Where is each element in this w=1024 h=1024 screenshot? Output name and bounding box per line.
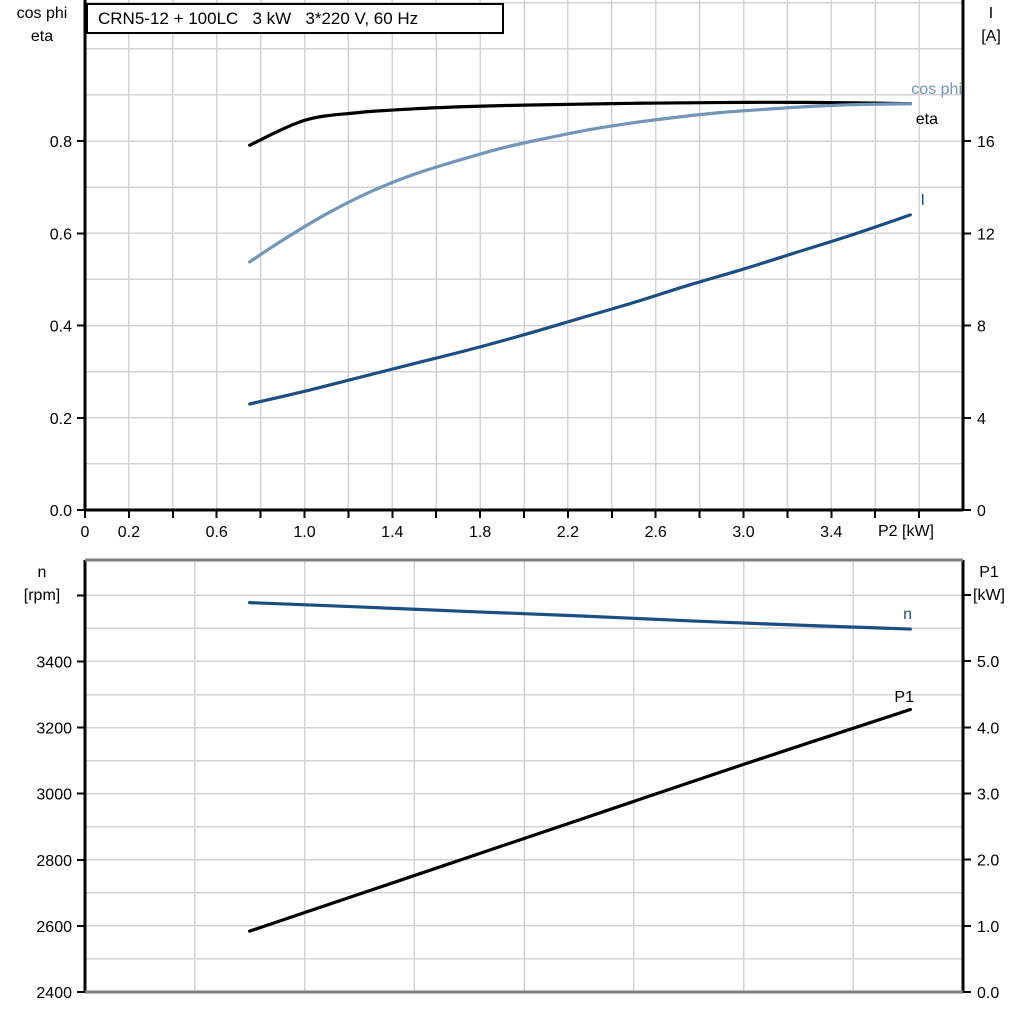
x-axis-label-p2: P2 [kW] bbox=[877, 523, 934, 540]
right-tick-label: 0.0 bbox=[977, 985, 999, 1002]
eta-curve-label: eta bbox=[915, 111, 938, 128]
left-tick-label: 0.4 bbox=[50, 319, 72, 336]
left-axis-label-rpm-unit: [rpm] bbox=[23, 587, 61, 604]
top-left-axis-title: cos phi eta bbox=[4, 2, 80, 48]
bottom-chart: 2400 2600 2800 3000 3200 3400 0.0 1.0 2.0 3.0 4.0 5… bbox=[36, 558, 999, 1002]
right-tick-label: 4 bbox=[977, 411, 986, 428]
left-tick-label: 3400 bbox=[36, 654, 72, 671]
x-tick-label: 1.0 bbox=[293, 524, 315, 541]
left-tick-label: 0.6 bbox=[50, 226, 72, 243]
right-tick-label: 16 bbox=[977, 134, 995, 151]
x-tick-label: 0.6 bbox=[206, 524, 228, 541]
left-tick-label: 0.2 bbox=[50, 411, 72, 428]
right-tick-label: 5.0 bbox=[977, 654, 999, 671]
bottom-left-axis-title: n [rpm] bbox=[8, 561, 76, 607]
left-tick-label: 0.8 bbox=[50, 134, 72, 151]
curve-i bbox=[248, 213, 912, 406]
right-axis-label-p1: P1 bbox=[979, 564, 999, 581]
x-tick-label: 1.4 bbox=[381, 524, 403, 541]
left-tick-label: 3000 bbox=[36, 787, 72, 804]
x-tick-label: 0.2 bbox=[118, 524, 140, 541]
right-tick-label: 12 bbox=[977, 226, 995, 243]
curve-cos-phi bbox=[248, 102, 912, 264]
left-tick-label: 2400 bbox=[36, 985, 72, 1002]
right-tick-label: 4.0 bbox=[977, 720, 999, 737]
left-tick-label: 3200 bbox=[36, 721, 72, 738]
x-tick-label: 3.0 bbox=[732, 524, 754, 541]
p1-curve-label: P1 bbox=[894, 689, 914, 706]
right-axis-label-ampere-unit: [A] bbox=[981, 28, 1001, 45]
left-tick-label: 2800 bbox=[36, 853, 72, 870]
left-tick-label: 0.0 bbox=[50, 503, 72, 520]
x-tick-label: 3.4 bbox=[820, 524, 842, 541]
cos-phi-curve-label: cos phi bbox=[911, 81, 962, 98]
curve-n bbox=[248, 601, 912, 631]
right-tick-label: 3.0 bbox=[977, 787, 999, 804]
top-chart: 0 0.2 0.6 1.0 1.4 1.8 2.2 2.6 3.0 3.4 0.0 0.2 0.4 0.6… bbox=[50, 0, 995, 541]
curve-eta bbox=[248, 100, 912, 147]
current-curve-label: I bbox=[920, 192, 925, 209]
speed-curve-label: n bbox=[903, 606, 912, 623]
right-axis-label-current: I bbox=[988, 5, 994, 22]
right-tick-label: 8 bbox=[977, 319, 986, 336]
chart-title: CRN5-12 + 100LC 3 kW 3*220 V, 60 Hz bbox=[86, 3, 504, 34]
right-tick-label: 0 bbox=[977, 503, 986, 520]
x-tick-label: 2.2 bbox=[557, 524, 579, 541]
x-tick-label: 1.8 bbox=[469, 524, 491, 541]
top-right-axis-title: I [A] bbox=[960, 2, 1022, 48]
x-tick-label: 2.6 bbox=[645, 524, 667, 541]
curve-p1 bbox=[248, 707, 912, 933]
right-tick-label: 1.0 bbox=[977, 919, 999, 936]
left-axis-label-eta: eta bbox=[30, 28, 54, 45]
left-tick-label: 2600 bbox=[36, 919, 72, 936]
right-tick-label: 2.0 bbox=[977, 853, 999, 870]
left-axis-label-n: n bbox=[37, 564, 47, 581]
x-tick-label: 0 bbox=[81, 524, 90, 541]
left-axis-label-cos-phi: cos phi bbox=[16, 5, 68, 22]
bottom-right-axis-title: P1 [kW] bbox=[956, 561, 1022, 607]
right-axis-label-kw-unit: [kW] bbox=[973, 587, 1005, 604]
